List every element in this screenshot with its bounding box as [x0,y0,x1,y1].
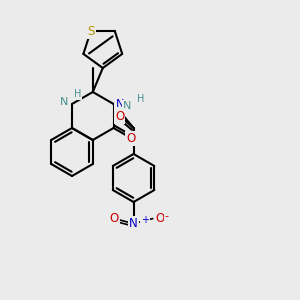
Text: -: - [165,211,169,220]
Text: O: O [115,110,124,122]
Text: N: N [129,217,138,230]
Text: H: H [136,94,144,104]
Text: +: + [141,214,148,225]
Text: H: H [74,89,81,99]
Text: O: O [156,212,165,225]
Text: N: N [116,99,124,109]
Text: O: O [110,212,119,225]
Text: N: N [60,97,68,107]
Text: S: S [87,25,94,38]
Text: N: N [123,101,132,111]
Text: O: O [127,132,136,145]
